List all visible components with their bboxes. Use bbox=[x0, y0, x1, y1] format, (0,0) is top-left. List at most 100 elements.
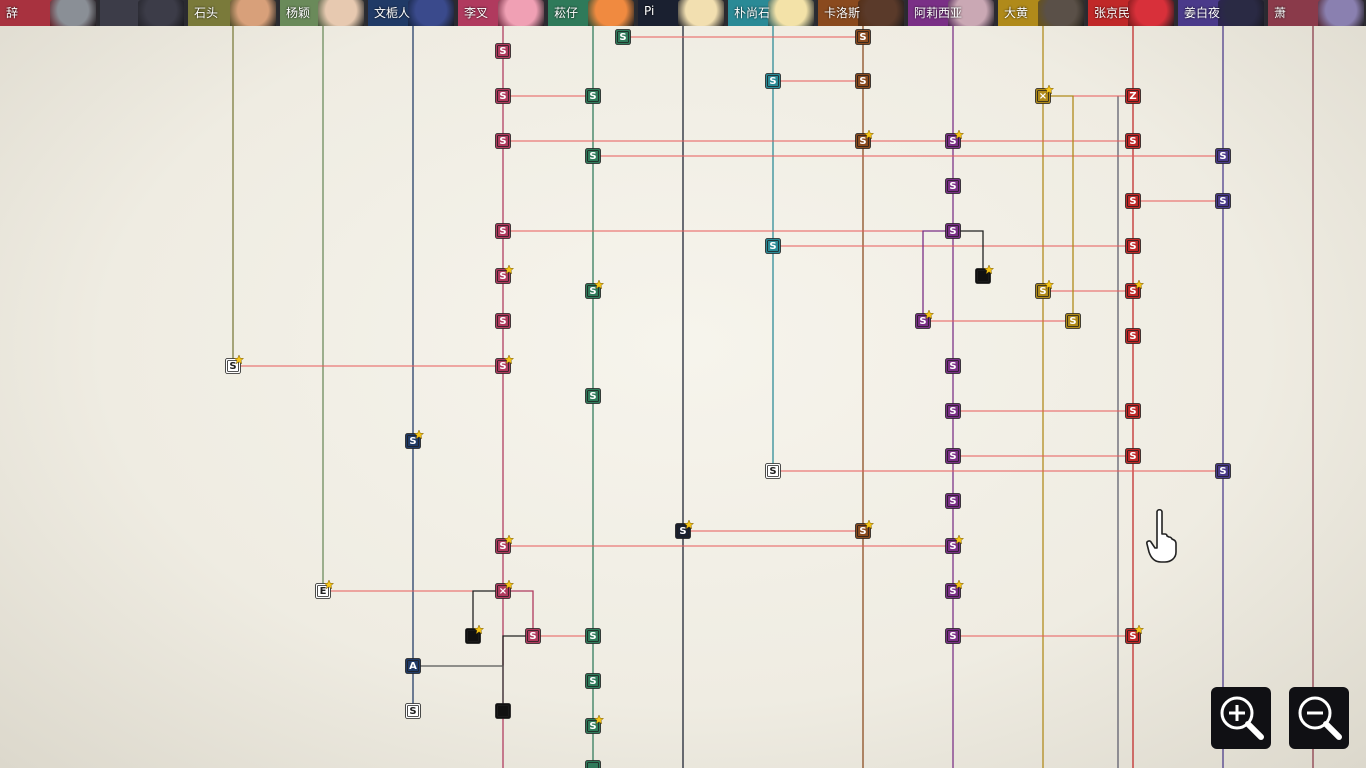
story-node-n35[interactable]: S bbox=[585, 388, 601, 404]
story-node-n17[interactable]: S bbox=[1125, 193, 1141, 209]
story-node-n31[interactable]: S bbox=[1125, 328, 1141, 344]
story-node-n8[interactable]: × bbox=[1035, 84, 1055, 104]
story-node-n3[interactable]: S bbox=[495, 43, 511, 59]
story-node-n59[interactable] bbox=[495, 703, 511, 719]
story-node-n34[interactable]: S bbox=[945, 358, 961, 374]
node-label: S bbox=[589, 676, 596, 687]
node-label: S bbox=[679, 526, 686, 537]
star-icon bbox=[1133, 624, 1145, 635]
character-tab-c2[interactable]: 石头 bbox=[188, 0, 278, 26]
story-node-n32[interactable]: S bbox=[225, 354, 245, 374]
node-label: S bbox=[949, 451, 956, 462]
node-label: S bbox=[1129, 631, 1136, 642]
character-tab-c3[interactable]: 杨颖 bbox=[280, 0, 366, 26]
branch-line bbox=[503, 590, 534, 636]
story-node-n21[interactable]: S bbox=[765, 238, 781, 254]
story-node-n19[interactable]: S bbox=[495, 223, 511, 239]
story-node-n9[interactable]: Z bbox=[1125, 88, 1141, 104]
story-node-n39[interactable]: S bbox=[945, 448, 961, 464]
story-node-n18[interactable]: S bbox=[1215, 193, 1231, 209]
story-node-n57[interactable]: S bbox=[585, 673, 601, 689]
story-node-n55[interactable]: S bbox=[1125, 624, 1145, 644]
story-node-n56[interactable]: A bbox=[405, 658, 421, 674]
story-node-n26[interactable]: S bbox=[1035, 279, 1055, 299]
story-node-n38[interactable]: S bbox=[405, 429, 425, 449]
story-node-n45[interactable]: S bbox=[855, 519, 875, 539]
character-tab-c6[interactable]: 菘仔 bbox=[548, 0, 636, 26]
story-node-n24[interactable] bbox=[975, 264, 995, 284]
character-tab-c10[interactable]: 阿莉西亚 bbox=[908, 0, 996, 26]
story-node-n61[interactable] bbox=[585, 760, 601, 768]
story-node-n49[interactable]: × bbox=[495, 579, 515, 599]
story-node-n20[interactable]: S bbox=[945, 223, 961, 239]
story-node-n37[interactable]: S bbox=[1125, 403, 1141, 419]
story-node-n7[interactable]: S bbox=[585, 88, 601, 104]
character-tab-c1[interactable] bbox=[100, 0, 186, 26]
story-node-n50[interactable]: S bbox=[945, 579, 965, 599]
character-tab-c12[interactable]: 张京民 bbox=[1088, 0, 1176, 26]
story-node-n48[interactable]: E bbox=[315, 579, 335, 599]
character-tab-c7[interactable]: Pi bbox=[638, 0, 726, 26]
story-node-n22[interactable]: S bbox=[1125, 238, 1141, 254]
character-tab-c11[interactable]: 大黄 bbox=[998, 0, 1086, 26]
story-node-n6[interactable]: S bbox=[495, 88, 511, 104]
node-label: S bbox=[1219, 196, 1226, 207]
branch-line bbox=[472, 590, 503, 636]
character-tab-c13[interactable]: 姜白夜 bbox=[1178, 0, 1266, 26]
story-node-n60[interactable]: S bbox=[585, 714, 605, 734]
node-label: S bbox=[859, 136, 866, 147]
story-node-n41[interactable]: S bbox=[765, 463, 781, 479]
node-label: S bbox=[769, 466, 776, 477]
story-node-n23[interactable]: S bbox=[495, 264, 515, 284]
story-node-n47[interactable]: S bbox=[945, 534, 965, 554]
node-label: S bbox=[949, 496, 956, 507]
character-name: 张京民 bbox=[1094, 6, 1131, 20]
character-tab-c4[interactable]: 文栀人 bbox=[368, 0, 456, 26]
story-node-n15[interactable]: S bbox=[1215, 148, 1231, 164]
story-node-n28[interactable]: S bbox=[495, 313, 511, 329]
zoom-in-icon bbox=[1220, 696, 1264, 740]
story-node-n44[interactable]: S bbox=[675, 519, 695, 539]
story-node-n11[interactable]: S bbox=[855, 129, 875, 149]
story-node-n53[interactable]: S bbox=[585, 628, 601, 644]
story-node-n58[interactable]: S bbox=[405, 703, 421, 719]
node-label: S bbox=[949, 586, 956, 597]
story-node-n4[interactable]: S bbox=[765, 73, 781, 89]
story-node-n51[interactable] bbox=[465, 624, 485, 644]
story-node-n10[interactable]: S bbox=[495, 133, 511, 149]
story-node-n36[interactable]: S bbox=[945, 403, 961, 419]
node-label: S bbox=[1129, 451, 1136, 462]
zoom-out-button[interactable] bbox=[1289, 687, 1349, 749]
story-node-n5[interactable]: S bbox=[855, 73, 871, 89]
story-node-n13[interactable]: S bbox=[1125, 133, 1141, 149]
zoom-in-button[interactable] bbox=[1211, 687, 1271, 749]
node-label: S bbox=[1129, 196, 1136, 207]
story-node-n54[interactable]: S bbox=[945, 628, 961, 644]
node-label: S bbox=[769, 241, 776, 252]
node-label: S bbox=[589, 286, 596, 297]
story-node-n16[interactable]: S bbox=[945, 178, 961, 194]
character-tab-c14[interactable]: 萧 bbox=[1268, 0, 1366, 26]
story-node-n1[interactable]: S bbox=[615, 29, 631, 45]
node-label: S bbox=[229, 361, 236, 372]
character-tab-c8[interactable]: 朴尚石 bbox=[728, 0, 816, 26]
story-node-n25[interactable]: S bbox=[585, 279, 605, 299]
character-tab-c5[interactable]: 李叉 bbox=[458, 0, 546, 26]
star-icon bbox=[923, 309, 935, 320]
story-node-n2[interactable]: S bbox=[855, 29, 871, 45]
hand-cursor-icon bbox=[1145, 508, 1179, 568]
story-node-n43[interactable]: S bbox=[945, 493, 961, 509]
story-node-n27[interactable]: S bbox=[1125, 279, 1145, 299]
character-tab-c0[interactable]: 辞 bbox=[0, 0, 98, 26]
story-node-n14[interactable]: S bbox=[585, 148, 601, 164]
story-node-n30[interactable]: S bbox=[1065, 313, 1081, 329]
story-node-n42[interactable]: S bbox=[1215, 463, 1231, 479]
story-node-n52[interactable]: S bbox=[525, 628, 541, 644]
story-node-n29[interactable]: S bbox=[915, 309, 935, 329]
story-node-n12[interactable]: S bbox=[945, 129, 965, 149]
story-node-n46[interactable]: S bbox=[495, 534, 515, 554]
story-node-n33[interactable]: S bbox=[495, 354, 515, 374]
character-tab-c9[interactable]: 卡洛斯 bbox=[818, 0, 906, 26]
story-node-n40[interactable]: S bbox=[1125, 448, 1141, 464]
star-icon bbox=[503, 579, 515, 590]
